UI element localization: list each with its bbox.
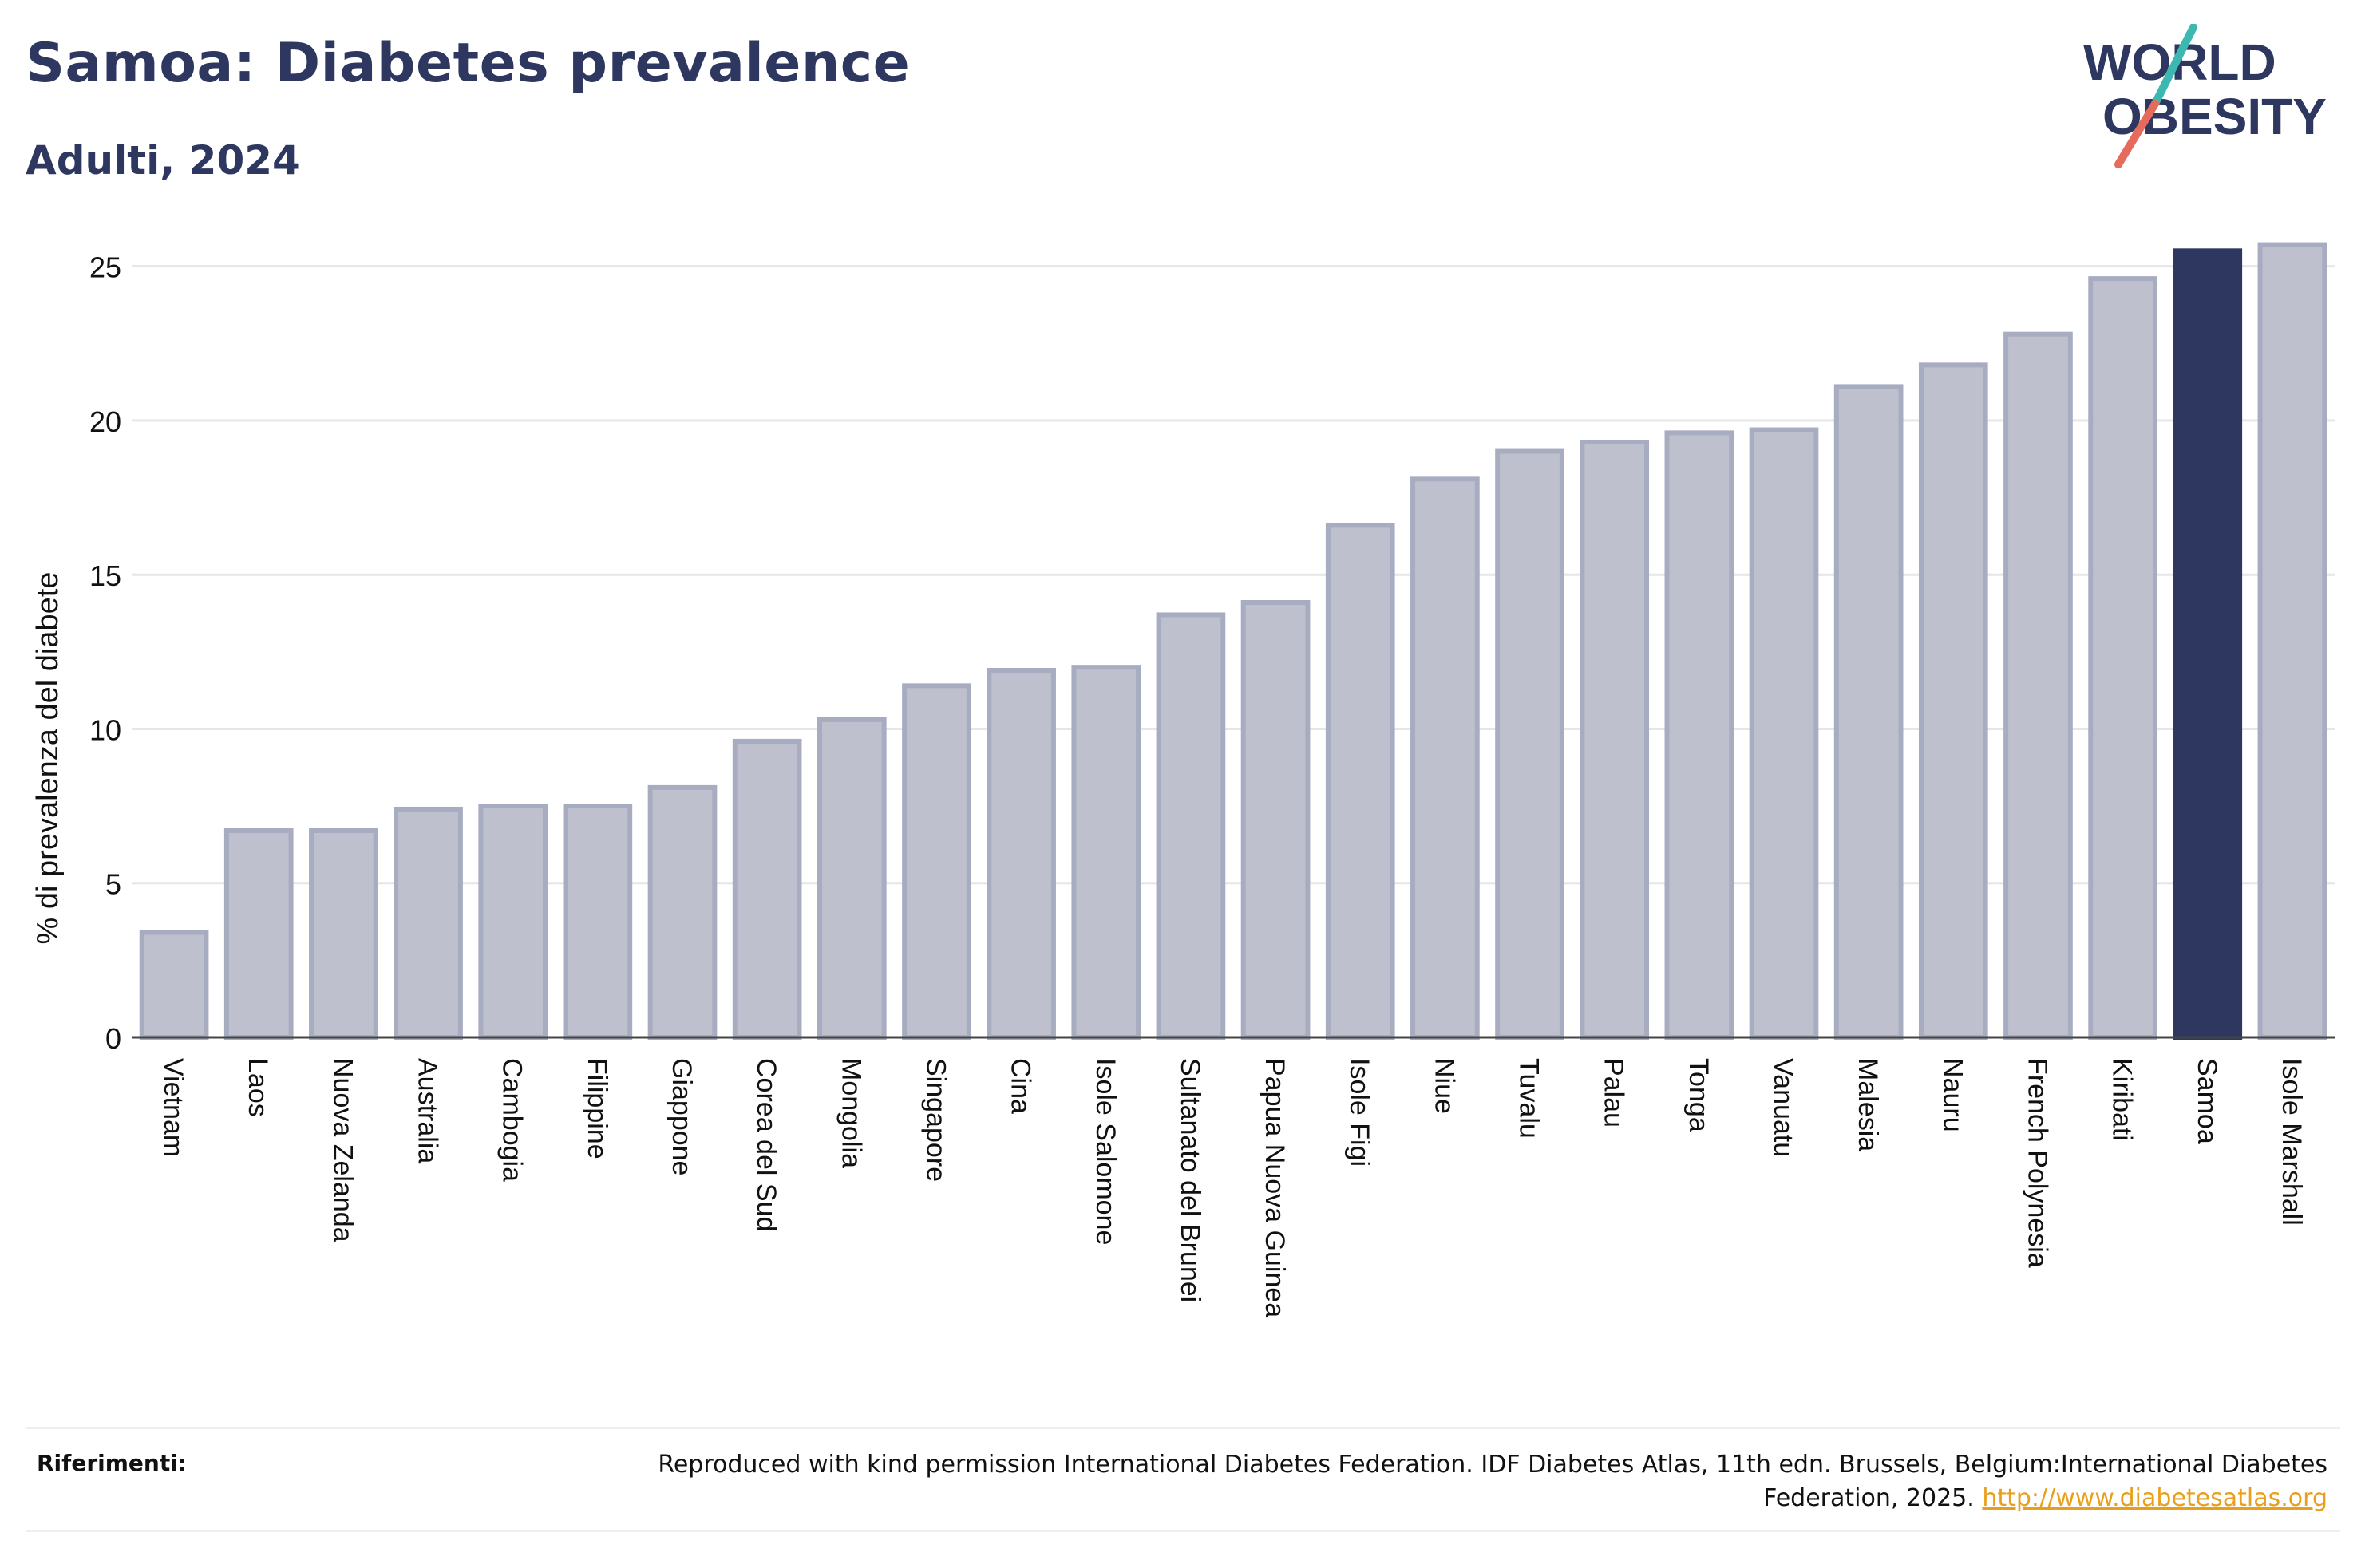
y-tick-label: 20 [89, 405, 121, 438]
bar [732, 738, 802, 1041]
x-tick-label: Isole Salomone [1090, 1058, 1121, 1245]
bar [1495, 448, 1564, 1040]
x-tick-label: Isole Figi [1344, 1058, 1374, 1167]
x-tick-label: Filippine [582, 1058, 612, 1159]
y-tick-label: 25 [89, 251, 121, 284]
bar [1664, 430, 1734, 1040]
bar [1156, 612, 1226, 1040]
chart-subtitle: Adulti, 2024 [26, 137, 300, 184]
y-tick-label: 0 [105, 1022, 121, 1055]
x-tick-label: Niue [1429, 1058, 1459, 1114]
x-tick-label: Tonga [1683, 1058, 1714, 1132]
references-citation: Reproduced with kind permission Internat… [658, 1451, 2327, 1512]
bar [2003, 331, 2073, 1040]
bar [1833, 384, 1904, 1040]
x-tick-label: Mongolia [836, 1058, 866, 1168]
bar [563, 804, 633, 1040]
bar [817, 717, 887, 1040]
x-tick-label: Kiribati [2107, 1058, 2138, 1141]
bar [902, 683, 971, 1040]
x-tick-label: Corea del Sud [751, 1058, 781, 1231]
x-tick-label: Vietnam [158, 1058, 188, 1157]
y-axis-label: % di prevalenza del diabete [31, 572, 65, 945]
x-tick-label: Giappone [666, 1058, 697, 1175]
references-footer: Riferimenti: Reproduced with kind permis… [26, 1427, 2340, 1532]
bar [647, 784, 718, 1041]
x-tick-label: Palau [1599, 1058, 1629, 1128]
x-tick-label: Nauru [1937, 1058, 1968, 1132]
y-tick-label: 10 [89, 713, 121, 746]
references-link[interactable]: http://www.diabetesatlas.org [1982, 1484, 2327, 1512]
bar [1580, 439, 1650, 1040]
references-text: Reproduced with kind permission Internat… [571, 1448, 2327, 1515]
logo-slash-coral [2114, 100, 2159, 168]
bar [394, 806, 463, 1040]
x-tick-label: Tuvalu [1514, 1058, 1544, 1139]
bars [139, 242, 2327, 1041]
x-tick-label: Sultanato del Brunei [1175, 1058, 1205, 1302]
bar [139, 930, 209, 1040]
bar [1410, 476, 1480, 1040]
bar [223, 828, 294, 1041]
references-label: Riferimenti: [37, 1450, 188, 1476]
y-tick-label: 5 [105, 868, 121, 901]
bar [1325, 523, 1395, 1040]
bar [2257, 242, 2327, 1041]
x-tick-label: Cambogia [497, 1058, 528, 1182]
logo-slash-teal [2151, 24, 2197, 108]
world-obesity-logo: WORLD OBESITY [2083, 24, 2327, 168]
x-tick-label: Laos [243, 1058, 273, 1117]
bar [987, 668, 1056, 1040]
chart-title: Samoa: Diabetes prevalence [26, 32, 911, 95]
x-tick-label: French Polynesia [2022, 1058, 2052, 1268]
bar [1918, 362, 1988, 1041]
bar [478, 804, 548, 1040]
bar-chart: 0 5 10 15 20 25 Vietnam Laos Nuova Zelanda Austra… [31, 242, 2335, 1317]
x-tick-label: Australia [413, 1058, 443, 1163]
x-tick-label: Vanuatu [1768, 1058, 1798, 1157]
bar [1071, 665, 1141, 1041]
axes: 0 5 10 15 20 25 Vietnam Laos Nuova Zelanda Austra… [89, 251, 2335, 1317]
bar [1240, 599, 1311, 1040]
x-tick-label: Papua Nuova Guinea [1260, 1058, 1290, 1317]
x-tick-label: Isole Marshall [2276, 1058, 2307, 1226]
x-tick-label: Singapore [920, 1058, 951, 1182]
bar-highlighted [2173, 248, 2243, 1041]
bar [1749, 427, 1819, 1040]
x-tick-label: Samoa [2192, 1058, 2222, 1144]
bar [2088, 276, 2157, 1041]
x-tick-label: Cina [1006, 1058, 1036, 1114]
bar [309, 828, 378, 1041]
x-tick-label: Nuova Zelanda [327, 1058, 358, 1242]
x-tick-label: Malesia [1853, 1058, 1883, 1151]
y-tick-label: 15 [89, 559, 121, 592]
